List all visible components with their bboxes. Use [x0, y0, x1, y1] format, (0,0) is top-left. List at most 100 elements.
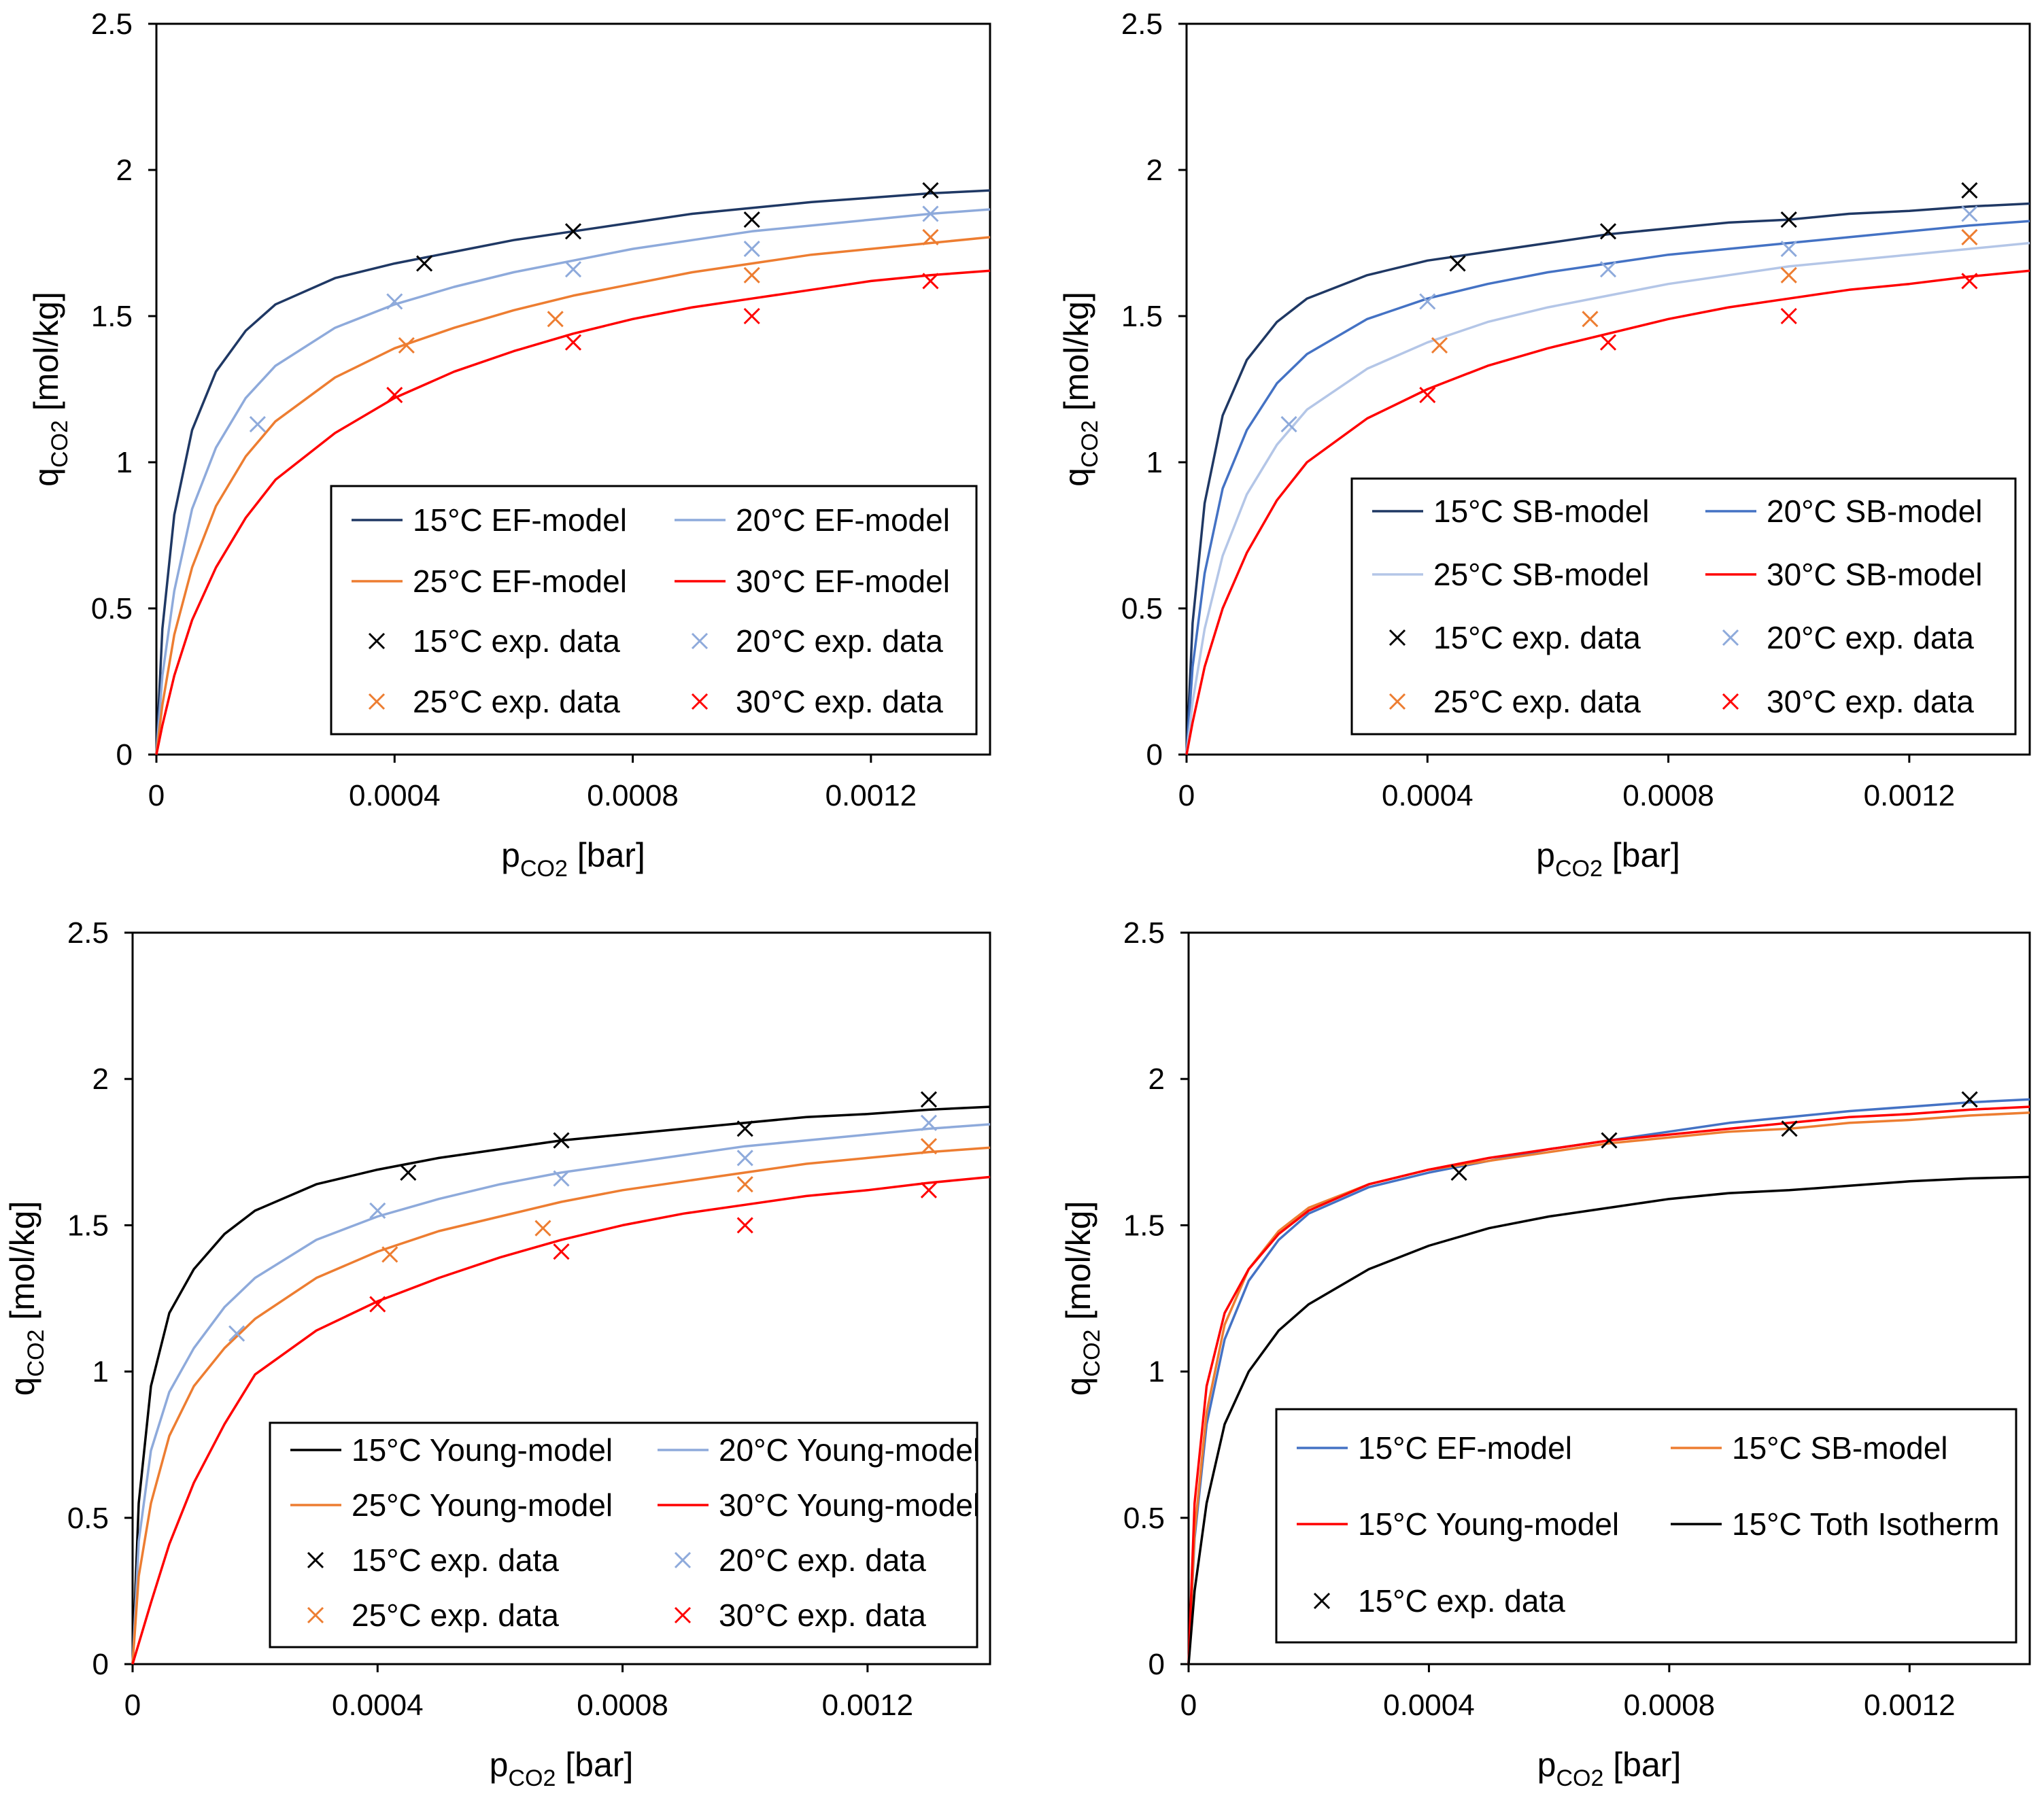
marker-stroke [743, 241, 760, 258]
data-point-marker [736, 1150, 753, 1167]
marker-stroke [1431, 336, 1448, 354]
x-tick-label: 0.0008 [587, 779, 679, 812]
marker-stroke [920, 1181, 937, 1198]
marker-stroke [398, 336, 415, 354]
legend-swatch-marker [1389, 629, 1406, 646]
data-point-marker [1961, 228, 1978, 245]
series-line-2 [155, 208, 991, 755]
x-tick-label: 0 [148, 779, 165, 812]
marker-stroke [1961, 1091, 1978, 1108]
data-point-marker [922, 273, 939, 290]
data-point-marker [743, 211, 760, 228]
data-point-marker [1599, 261, 1617, 278]
x-axis-label: pCO2 [bar] [1537, 1746, 1682, 1791]
x-tick-label: 0 [1180, 1689, 1197, 1722]
marker-stroke [1599, 223, 1617, 240]
y-tick-label: 1.5 [1121, 300, 1163, 333]
y-axis-label: qCO2 [mol/kg] [1059, 1201, 1105, 1396]
legend-entry-label: 15°C Toth Isotherm [1732, 1506, 1999, 1542]
legend: 15°C EF-model 15°C SB-model 15°C Young-mod… [1275, 1408, 2017, 1644]
series-line-1 [155, 189, 991, 755]
legend-swatch-marker [368, 632, 386, 650]
marker-stroke [922, 182, 939, 199]
y-axis-label-main: q [1057, 468, 1095, 487]
legend-swatch-marker [307, 1551, 324, 1569]
data-point-marker [1780, 211, 1797, 228]
data-point-marker [1961, 1091, 1978, 1108]
legend-swatch-marker [1389, 693, 1406, 710]
y-tick-label: 0 [1146, 738, 1163, 772]
data-point-marker [1961, 205, 1978, 222]
marker-stroke [369, 1296, 386, 1313]
series-line-4 [1187, 1175, 2030, 1665]
marker-stroke [553, 1170, 570, 1187]
marker-stroke [1450, 1164, 1467, 1181]
marker-stroke [386, 387, 403, 404]
x-axis-label: pCO2 [bar] [501, 836, 645, 882]
x-axis-label-main: p [1536, 836, 1555, 874]
series-line-2 [1185, 220, 2030, 755]
marker-stroke [920, 1114, 937, 1131]
x-axis-label-sub: CO2 [1556, 1765, 1603, 1791]
marker-stroke [369, 1202, 386, 1219]
legend-entry-label: 20°C exp. data [1767, 620, 1974, 655]
data-point-marker [369, 1296, 386, 1313]
data-point-marker [922, 228, 939, 245]
legend-entry-label: 20°C exp. data [736, 623, 943, 659]
data-point-marker [400, 1164, 417, 1181]
legend-swatch-marker [691, 632, 709, 650]
y-axis-label: qCO2 [mol/kg] [1057, 292, 1103, 487]
data-point-marker [920, 1181, 937, 1198]
marker-stroke [547, 311, 564, 328]
data-point-marker [743, 266, 760, 283]
data-point-marker [743, 241, 760, 258]
y-tick-label: 2.5 [1121, 7, 1163, 41]
data-point-marker [922, 205, 939, 222]
data-point-marker [1431, 336, 1448, 354]
data-point-marker [1780, 241, 1797, 258]
marker-stroke [228, 1325, 245, 1342]
legend-swatch-marker [1722, 629, 1739, 646]
legend-entry-label: 20°C exp. data [719, 1542, 926, 1578]
legend: 15°C SB-model 20°C SB-model 25°C SB-model 3… [1350, 477, 2017, 736]
x-axis-label-sub: CO2 [508, 1765, 556, 1791]
series-line-1 [131, 1105, 991, 1665]
marker-stroke [1961, 228, 1978, 245]
y-tick-label: 2.5 [67, 916, 109, 950]
marker-stroke [1780, 211, 1797, 228]
data-point-marker [1449, 255, 1466, 272]
marker-stroke [1601, 1132, 1618, 1149]
x-tick-label: 0.0008 [577, 1689, 668, 1722]
y-axis-label-unit: [mol/kg] [1057, 292, 1095, 420]
series-line-2 [131, 1123, 991, 1665]
y-axis-label-sub: CO2 [1077, 420, 1103, 468]
x-axis-label: pCO2 [bar] [490, 1746, 634, 1791]
y-tick-label: 1 [1148, 1355, 1165, 1389]
series-line-1 [1185, 202, 2030, 755]
x-axis-label-sub: CO2 [1555, 856, 1603, 882]
y-tick-label: 1.5 [1123, 1209, 1165, 1242]
marker-stroke [922, 228, 939, 245]
y-tick-label: 1.5 [67, 1209, 109, 1242]
marker-stroke [1419, 293, 1436, 310]
y-axis-label-sub: CO2 [1079, 1330, 1105, 1377]
marker-stroke [1961, 273, 1978, 290]
legend-entry-label: 30°C EF-model [736, 564, 950, 599]
y-axis-label-sub: CO2 [47, 420, 73, 468]
marker-stroke [1780, 241, 1797, 258]
data-point-marker [1419, 293, 1436, 310]
legend-swatch-marker [307, 1606, 324, 1624]
marker-stroke [1599, 334, 1617, 351]
x-axis-label-unit: [bar] [1603, 836, 1680, 874]
legend-entry-label: 15°C exp. data [352, 1542, 559, 1578]
y-tick-label: 0.5 [1123, 1502, 1165, 1535]
data-point-marker [386, 293, 403, 310]
legend-entry-label: 15°C exp. data [1433, 620, 1641, 655]
y-tick-label: 1 [116, 446, 133, 479]
series-line-3 [155, 236, 991, 755]
legend-entry-label: 25°C SB-model [1433, 557, 1650, 592]
data-point-marker [369, 1202, 386, 1219]
marker-stroke [400, 1164, 417, 1181]
